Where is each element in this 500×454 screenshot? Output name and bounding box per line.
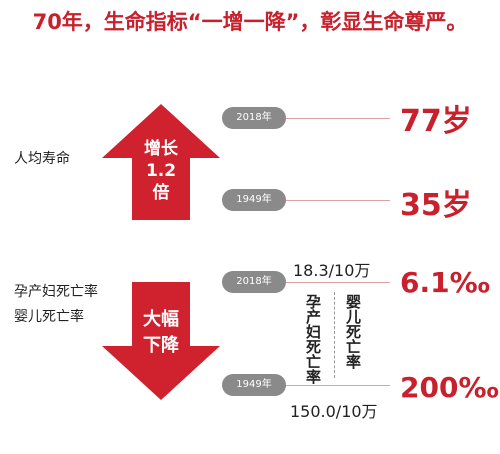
year-badge-2018-mortality: 2018年 <box>222 271 286 293</box>
decrease-arrow-line-1: 大幅 <box>143 309 179 330</box>
decrease-arrow-icon <box>102 282 220 400</box>
increase-arrow-line-2: 1.2 <box>145 161 177 181</box>
maternal-mortality-2018-value: 18.3/10万 <box>293 261 371 280</box>
infant-mortality-1949-value: 200‰ <box>400 371 499 404</box>
page-title: 70年，生命指标“一增一降”，彰显生命尊严。 <box>32 10 468 34</box>
life-expectancy-1949-value: 35岁 <box>400 188 472 223</box>
decrease-arrow-line-2: 下降 <box>143 335 179 356</box>
life-expectancy-label: 人均寿命 <box>14 151 70 167</box>
year-badge-2018-life: 2018年 <box>222 107 286 129</box>
mortality-bottom-divider <box>250 385 390 386</box>
year-badge-1949-life: 1949年 <box>222 189 286 211</box>
maternal-mortality-1949-value: 150.0/10万 <box>290 402 378 421</box>
infant-mortality-column-label: 婴儿死亡率 <box>344 294 362 369</box>
mortality-top-divider <box>250 282 390 283</box>
increase-arrow-line-3: 倍 <box>152 183 170 203</box>
maternal-mortality-label: 孕产妇死亡率 <box>14 284 98 300</box>
increase-arrow-label: 增长 1.2 倍 <box>122 138 200 204</box>
infant-mortality-label: 婴儿死亡率 <box>14 309 84 325</box>
life-bottom-divider <box>250 200 390 201</box>
life-expectancy-2018-value: 77岁 <box>400 104 472 139</box>
increase-arrow-line-1: 增长 <box>144 139 178 159</box>
decrease-arrow-label: 大幅 下降 <box>122 307 200 359</box>
column-divider <box>334 292 335 378</box>
maternal-mortality-column-label: 孕产妇死亡率 <box>304 294 322 384</box>
infant-mortality-2018-value: 6.1‰ <box>400 266 490 299</box>
increase-arrow-icon <box>102 104 220 220</box>
life-top-divider <box>250 118 390 119</box>
year-badge-1949-mortality: 1949年 <box>222 374 286 396</box>
